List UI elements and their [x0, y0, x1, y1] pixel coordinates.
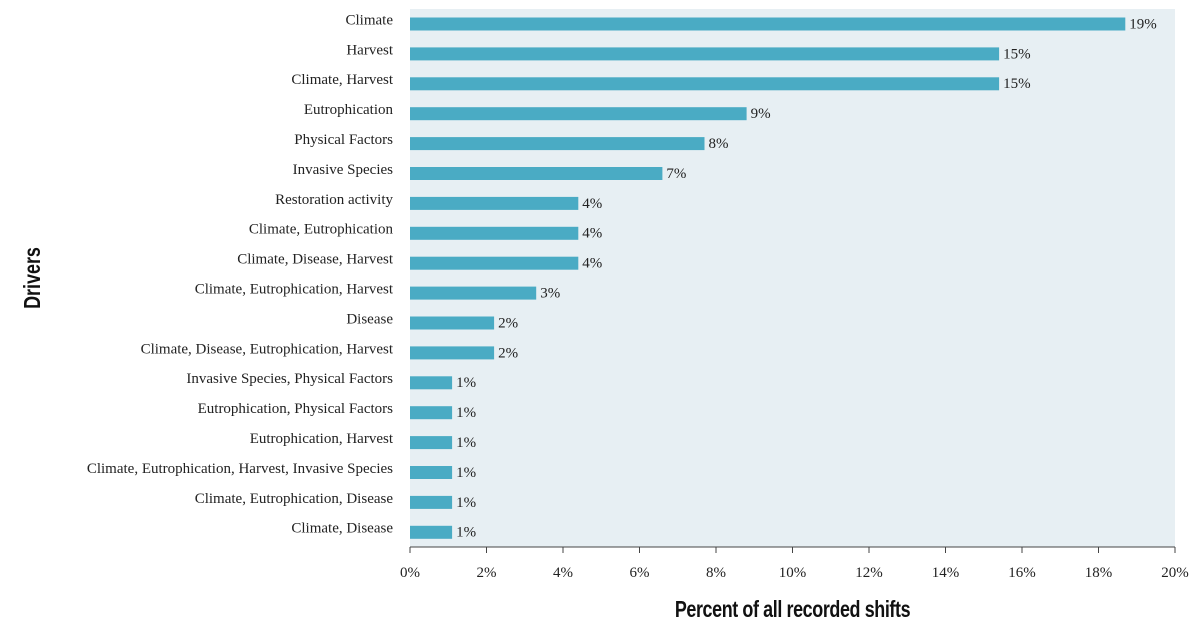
category-label: Climate, Disease — [291, 521, 393, 537]
x-tick-label: 4% — [553, 565, 573, 581]
plot-background — [410, 9, 1175, 547]
x-tick-label: 2% — [477, 565, 497, 581]
bar — [410, 286, 537, 300]
bar — [410, 137, 705, 151]
value-label: 8% — [709, 136, 729, 152]
bar — [410, 17, 1126, 31]
y-axis-title: Drivers — [20, 247, 46, 309]
bar — [410, 47, 1000, 61]
value-label: 3% — [540, 286, 560, 302]
bar — [410, 376, 453, 390]
bar — [410, 436, 453, 450]
x-tick-label: 8% — [706, 565, 726, 581]
category-label: Invasive Species — [293, 162, 394, 178]
bar — [410, 256, 579, 270]
value-labels: 19% 15% 15% 9% 8% 7% 4% 4% 4% 3% 2% 2% 1% 1% 1% 1% 1% 1% — [456, 16, 1157, 540]
category-label: Climate, Eutrophication, Harvest, Invasi… — [87, 461, 393, 477]
bar — [410, 316, 495, 330]
bar — [410, 525, 453, 539]
category-labels: Climate Harvest Climate, Harvest Eutrophica… — [87, 12, 394, 536]
x-axis-ticks: 0% 2% 4% 6% 8% 10% 12% 14% 16% 18% 20% — [400, 547, 1189, 581]
category-label: Climate, Eutrophication, Disease — [195, 491, 394, 507]
bar — [410, 495, 453, 509]
value-label: 1% — [456, 375, 476, 391]
value-label: 4% — [582, 256, 602, 272]
category-label: Eutrophication, Physical Factors — [198, 401, 394, 417]
category-label: Climate — [346, 12, 394, 28]
category-label: Climate, Eutrophication — [249, 222, 394, 238]
value-label: 4% — [582, 196, 602, 212]
bar — [410, 77, 1000, 91]
bar — [410, 107, 747, 121]
category-label: Climate, Eutrophication, Harvest — [195, 282, 394, 298]
value-label: 7% — [666, 166, 686, 182]
value-label: 2% — [498, 345, 518, 361]
value-label: 15% — [1003, 46, 1031, 62]
value-label: 15% — [1003, 76, 1031, 92]
value-label: 19% — [1129, 16, 1157, 32]
category-label: Climate, Harvest — [291, 72, 393, 88]
category-label: Disease — [346, 311, 393, 327]
value-label: 1% — [456, 435, 476, 451]
bar — [410, 466, 453, 479]
bar — [410, 346, 495, 360]
x-tick-label: 10% — [779, 565, 807, 581]
category-label: Restoration activity — [275, 192, 393, 208]
category-label: Climate, Disease, Eutrophication, Harves… — [141, 341, 394, 357]
x-tick-label: 12% — [855, 565, 883, 581]
x-tick-label: 16% — [1008, 565, 1036, 581]
category-label: Invasive Species, Physical Factors — [186, 371, 393, 387]
x-tick-label: 18% — [1085, 565, 1113, 581]
bar — [410, 226, 579, 240]
value-label: 1% — [456, 405, 476, 421]
bar — [410, 406, 453, 420]
x-tick-label: 20% — [1161, 565, 1189, 581]
category-label: Climate, Disease, Harvest — [237, 252, 394, 268]
bars-group — [410, 17, 1126, 539]
value-label: 1% — [456, 465, 476, 481]
category-label: Eutrophication — [304, 102, 394, 118]
category-label: Eutrophication, Harvest — [250, 431, 394, 447]
value-label: 9% — [751, 106, 771, 122]
bar — [410, 167, 663, 180]
x-tick-label: 0% — [400, 565, 420, 581]
bar — [410, 196, 579, 210]
value-label: 2% — [498, 315, 518, 331]
x-tick-label: 14% — [932, 565, 960, 581]
category-label: Harvest — [346, 42, 393, 58]
x-axis-title: Percent of all recorded shifts — [675, 597, 910, 623]
value-label: 1% — [456, 525, 476, 541]
value-label: 4% — [582, 226, 602, 242]
value-label: 1% — [456, 495, 476, 511]
category-label: Physical Factors — [294, 132, 393, 148]
x-tick-label: 6% — [630, 565, 650, 581]
